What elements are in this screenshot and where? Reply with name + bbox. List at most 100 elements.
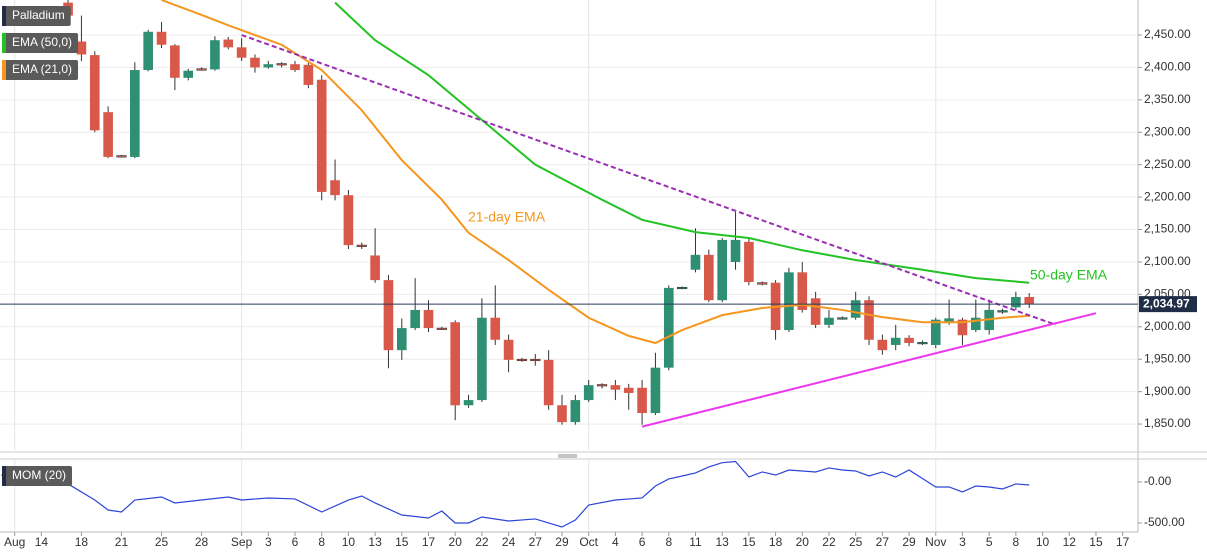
x-tick-label: 6	[292, 535, 299, 549]
candle-body	[877, 339, 888, 351]
candle-body	[704, 254, 714, 301]
x-tick-label: 21	[115, 535, 129, 549]
candle-body	[730, 239, 741, 262]
candle-body	[143, 31, 153, 71]
x-tick-label: 4	[612, 535, 619, 549]
candle-body	[450, 322, 461, 406]
legend-swatch	[2, 33, 6, 53]
x-tick-label: 27	[529, 535, 543, 549]
main-plot	[63, 0, 1097, 428]
candle-body	[757, 282, 768, 285]
candle-body	[423, 309, 434, 329]
candle-body	[76, 41, 87, 55]
legend-swatch	[2, 6, 6, 26]
candle-body	[330, 180, 340, 196]
legend-box	[2, 33, 79, 53]
x-tick-label: Aug	[4, 535, 25, 549]
x-tick-label: 8	[1013, 535, 1020, 549]
y-tick-label: 1,950.00	[1144, 351, 1191, 365]
candle-body	[183, 70, 194, 78]
overlay: 1,850.001,900.001,950.002,000.002,050.00…	[0, 6, 1197, 549]
x-tick-label: 18	[769, 535, 783, 549]
candle-body	[436, 327, 447, 330]
indicator-line	[1, 460, 1030, 528]
x-tick-label: 10	[342, 535, 356, 549]
candle-body	[236, 47, 247, 58]
candle-body	[997, 310, 1008, 313]
x-tick-label: 13	[715, 535, 729, 549]
candle-body	[1011, 296, 1021, 308]
y-tick-label: 2,150.00	[1144, 222, 1191, 236]
ema-line	[161, 0, 1030, 345]
x-tick-label: 5	[986, 535, 993, 549]
candle-body	[396, 328, 407, 351]
x-tick-label: 11	[689, 535, 702, 549]
candle-body	[824, 317, 834, 325]
candle-body	[744, 241, 754, 283]
candle-body	[210, 40, 220, 70]
candle-body	[516, 358, 528, 362]
candle-body	[530, 358, 541, 362]
y-tick-label: 2,200.00	[1144, 189, 1191, 203]
legend-label: MOM (20)	[12, 468, 66, 482]
candle-body	[156, 31, 167, 45]
x-tick-label: 3	[959, 535, 966, 549]
x-tick-label: 20	[796, 535, 810, 549]
legend-label: EMA (21,0)	[12, 62, 72, 76]
candle-body	[797, 272, 808, 310]
candle-body	[583, 385, 594, 401]
mom-plot	[1, 460, 1030, 528]
candle-body	[930, 319, 941, 345]
candle-body	[477, 317, 487, 401]
annotation: 21-day EMA	[468, 209, 546, 225]
candle-body	[971, 317, 981, 331]
candle-body	[596, 384, 608, 387]
y-tick-label: 1,850.00	[1144, 416, 1191, 430]
legend-box	[2, 6, 71, 26]
candle-body	[944, 318, 954, 322]
x-tick-label: Nov	[925, 535, 946, 549]
x-tick-label: 22	[475, 535, 489, 549]
legend-label: EMA (50,0)	[12, 35, 72, 49]
y-tick-label: 2,000.00	[1144, 319, 1191, 333]
candle-body	[864, 300, 874, 340]
x-tick-label: 27	[876, 535, 890, 549]
x-tick-label: 10	[1036, 535, 1050, 549]
x-tick-label: 15	[1089, 535, 1103, 549]
y-tick-label: 1,900.00	[1144, 384, 1191, 398]
y-tick-label: 2,400.00	[1144, 60, 1191, 74]
candle-body	[904, 337, 914, 344]
x-tick-label: 18	[75, 535, 89, 549]
candle-body	[103, 112, 113, 157]
x-tick-label: 8	[665, 535, 672, 549]
x-tick-label: 17	[1116, 535, 1130, 549]
x-tick-label: 22	[822, 535, 836, 549]
candle-body	[1024, 296, 1035, 305]
candle-body	[116, 155, 127, 158]
candle-body	[850, 300, 861, 318]
candle-body	[677, 286, 688, 290]
x-tick-label: 6	[639, 535, 646, 549]
legend-swatch	[2, 60, 6, 80]
candle-body	[303, 64, 314, 85]
y-tick-label: 2,350.00	[1144, 92, 1191, 106]
candle-body	[490, 317, 501, 340]
candle-body	[250, 57, 260, 68]
legend-swatch	[2, 466, 6, 486]
y-tick-label: -500.00	[1144, 515, 1185, 529]
x-tick-label: 24	[502, 535, 516, 549]
x-tick-label: 17	[422, 535, 436, 549]
candle-body	[196, 68, 207, 71]
x-tick-label: 28	[195, 535, 209, 549]
last-price-box	[1139, 296, 1197, 313]
candle-body	[316, 79, 327, 192]
candle-body	[784, 272, 794, 331]
candle-body	[343, 195, 354, 246]
candle-body	[837, 317, 848, 320]
candle-body	[410, 309, 420, 329]
candle-body	[370, 255, 380, 281]
candle-body	[890, 337, 901, 345]
candle-body	[557, 405, 567, 423]
